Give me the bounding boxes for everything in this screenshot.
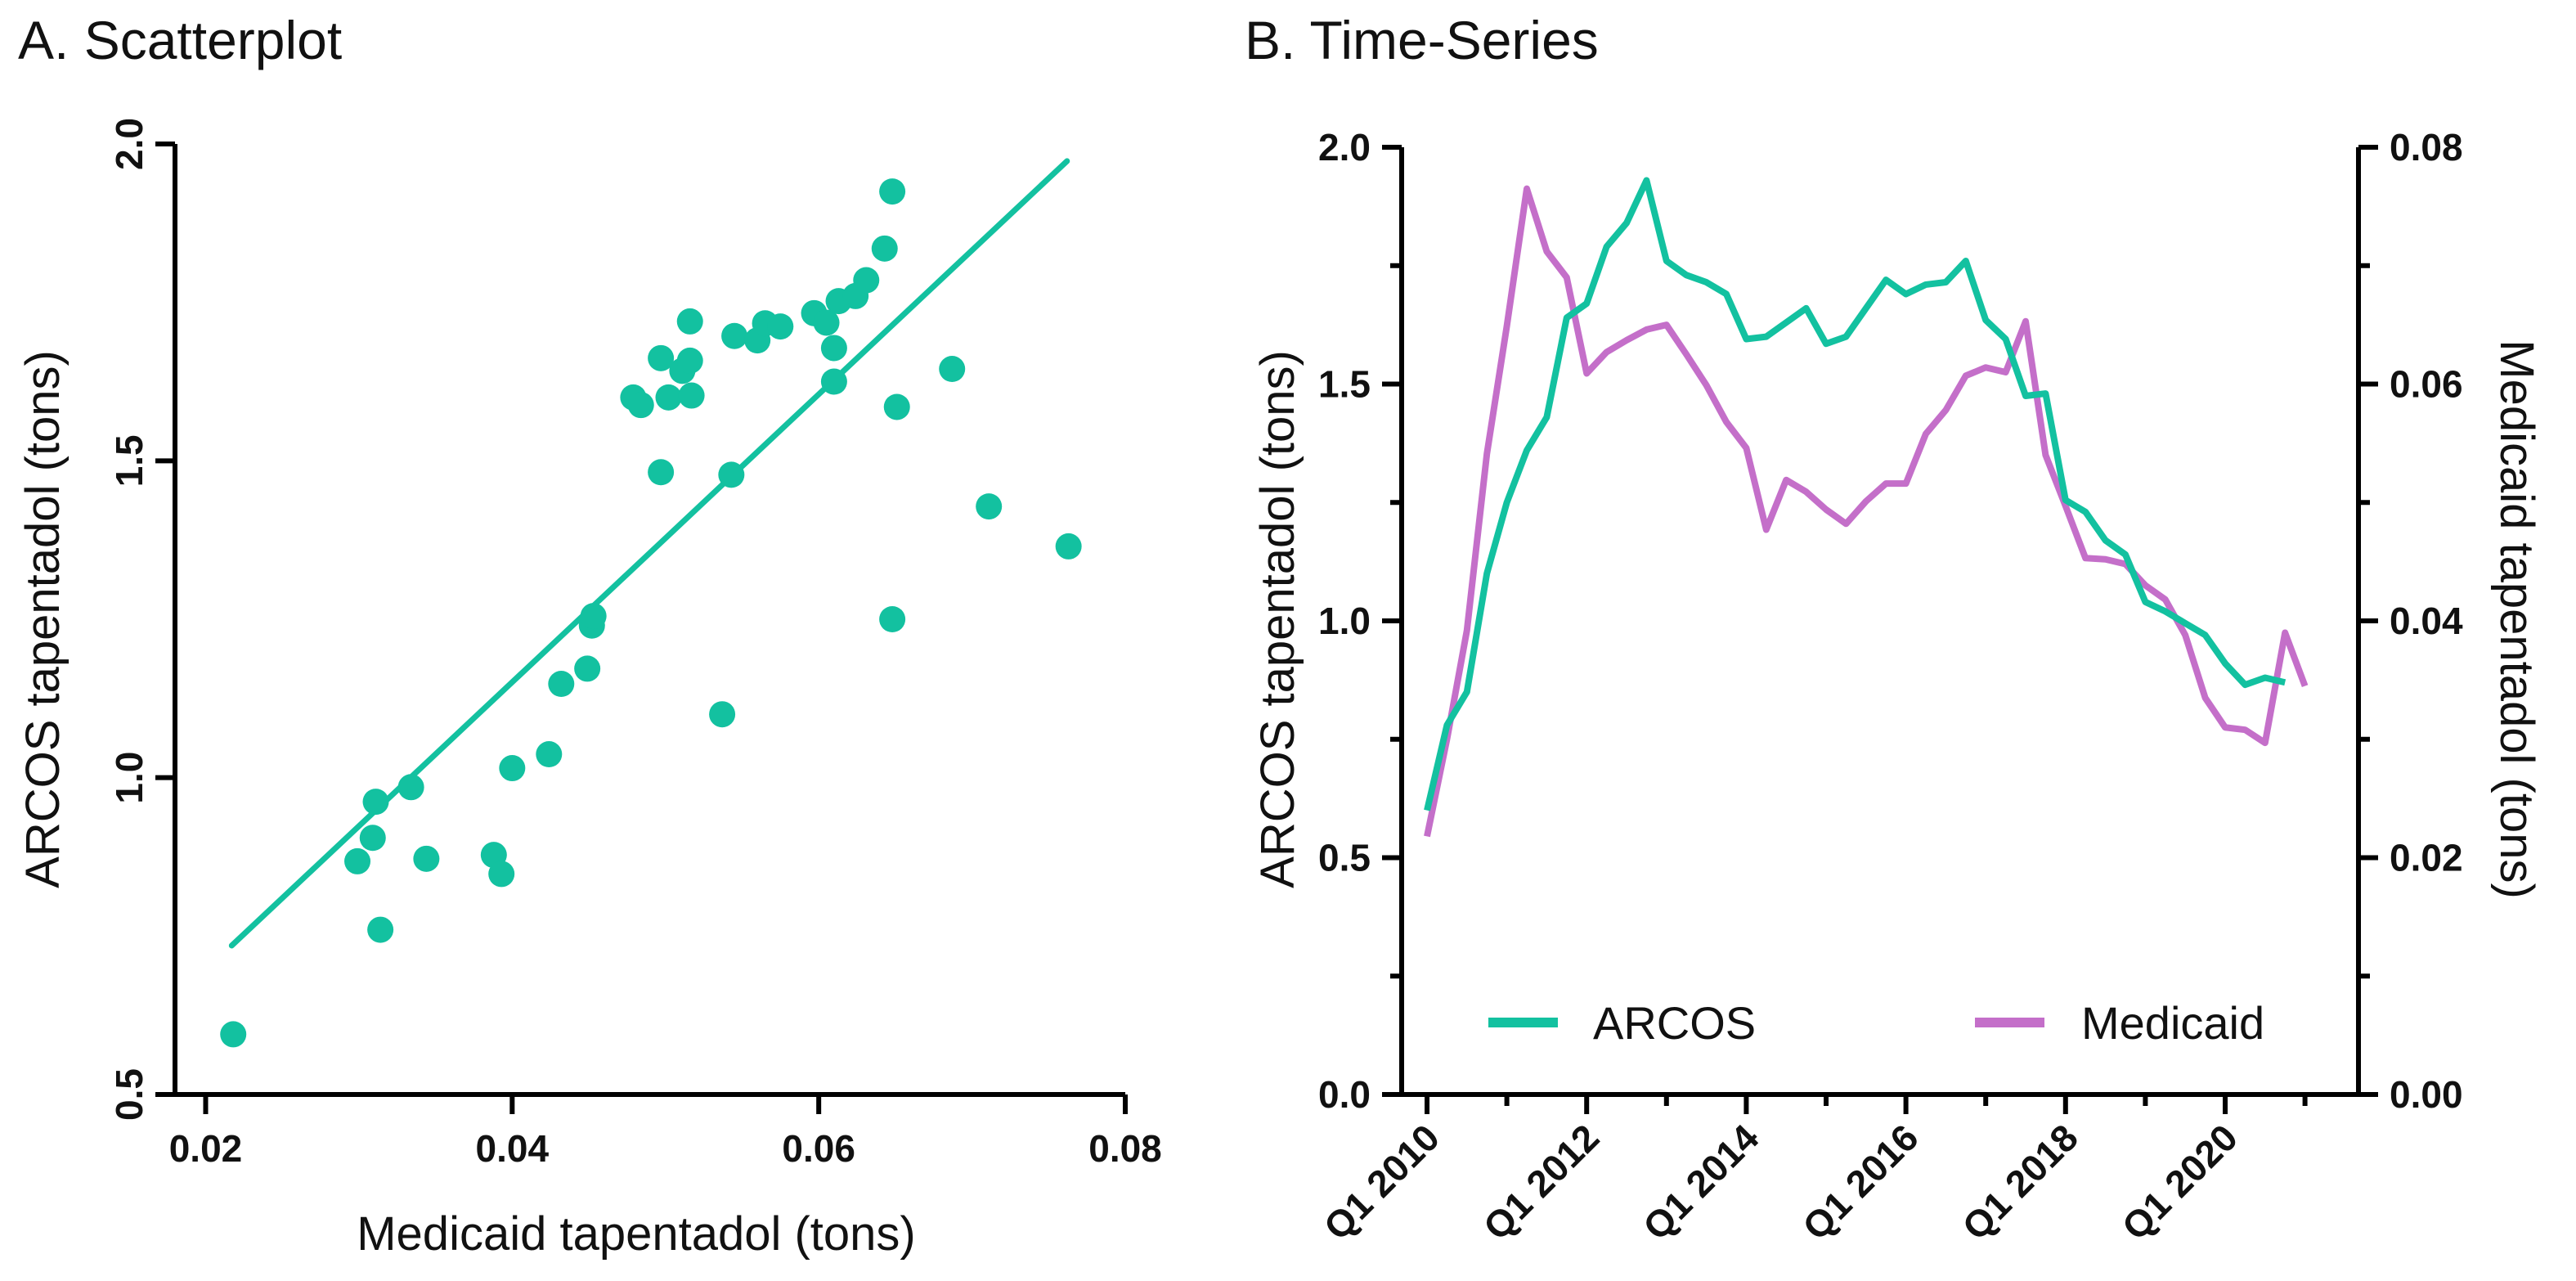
panel-time-series: B. Time-Series 0.00.51.01.52.00.000.020.… [1245,10,2543,1248]
scatter-x-tick-label: 0.04 [476,1127,550,1170]
scatter-points [220,178,1082,1048]
scatter-point [648,459,675,486]
scatter-point [820,368,847,395]
scatter-fit-line [228,158,1070,949]
scatter-y-tick-label: 1.0 [108,752,150,804]
scatter-point [580,603,607,630]
scatter-point [367,916,394,943]
timeseries-right-y-tick-label: 0.08 [2390,126,2463,169]
scatter-title: A. Scatterplot [18,10,342,70]
timeseries-x-tick-label: Q1 2014 [1635,1116,1767,1248]
timeseries-right-y-tick-label: 0.02 [2390,837,2463,879]
scatter-point [627,392,654,419]
panel-scatterplot: A. Scatterplot 0.02 0.04 0.06 0.08 0.5 1.0 1.5… [16,10,1162,1261]
timeseries-x-tick-label: Q1 2012 [1475,1116,1608,1248]
scatter-point [871,235,898,262]
scatter-point [976,493,1003,520]
scatter-point [344,847,371,874]
timeseries-x-tick-label: Q1 2020 [2114,1116,2246,1248]
timeseries-right-y-tick-label: 0.04 [2390,600,2463,642]
scatter-point [499,755,526,782]
scatter-point [883,393,910,420]
scatter-point [879,606,906,632]
scatter-y-tick-label: 1.5 [108,434,150,487]
scatter-point [676,308,703,335]
scatter-point [853,267,880,294]
scatter-point [1055,533,1082,560]
timeseries-ticks: 0.0 0.5 1.0 1.5 2.0 0.00 0.02 0.04 0.06 0.08 Q1 20… [1316,126,2463,1248]
scatter-point [648,344,675,371]
scatter-point [413,845,440,872]
timeseries-right-y-tick-label: 0.06 [2390,363,2463,406]
scatter-point [939,356,966,383]
scatter-y-axis-label: ARCOS tapentadol (tons) [16,350,70,888]
legend-medicaid-label: Medicaid [2081,997,2264,1049]
scatter-point [721,322,748,349]
timeseries-right-y-axis-label: Medicaid tapentadol (tons) [2490,339,2543,899]
timeseries-left-y-tick-label: 1.5 [1318,363,1371,406]
scatter-point [709,701,736,728]
scatter-point [718,461,745,488]
timeseries-left-y-tick-label: 2.0 [1318,126,1371,169]
timeseries-left-y-tick-label: 0.0 [1318,1073,1371,1116]
scatter-point [678,382,705,409]
scatter-point [676,347,703,374]
timeseries-x-tick-label: Q1 2016 [1794,1116,1927,1248]
scatter-point [820,335,847,362]
timeseries-x-tick-label: Q1 2010 [1316,1116,1448,1248]
timeseries-left-y-tick-label: 1.0 [1318,600,1371,642]
scatter-x-tick-label: 0.02 [169,1127,243,1170]
scatter-x-axis-label: Medicaid tapentadol (tons) [357,1207,916,1261]
scatter-point [397,774,424,801]
scatter-x-tick-label: 0.08 [1088,1127,1162,1170]
scatter-point [879,178,906,205]
timeseries-left-y-axis-label: ARCOS tapentadol (tons) [1251,350,1304,888]
timeseries-x-tick-label: Q1 2018 [1954,1116,2086,1248]
scatter-point [767,313,794,340]
timeseries-title: B. Time-Series [1245,10,1599,70]
scatter-y-tick-label: 2.0 [108,118,150,170]
scatter-point [813,309,840,336]
timeseries-legend: ARCOS Medicaid [1488,997,2264,1049]
scatter-point [359,825,386,852]
scatter-point [220,1021,247,1048]
timeseries-right-y-tick-label: 0.00 [2390,1073,2463,1116]
timeseries-left-y-tick-label: 0.5 [1318,837,1371,879]
scatter-point [548,671,575,698]
arcos-series-line [1424,177,2287,811]
scatter-ticks: 0.02 0.04 0.06 0.08 0.5 1.0 1.5 2.0 [108,118,1162,1170]
scatter-point [488,861,515,888]
scatter-point [536,741,563,768]
scatter-x-tick-label: 0.06 [782,1127,855,1170]
scatter-point [362,789,389,816]
medicaid-series-line [1424,185,2309,838]
scatter-point [655,384,682,411]
legend-arcos-label: ARCOS [1593,997,1756,1049]
scatter-point [574,655,601,682]
scatter-y-tick-label: 0.5 [108,1068,150,1121]
